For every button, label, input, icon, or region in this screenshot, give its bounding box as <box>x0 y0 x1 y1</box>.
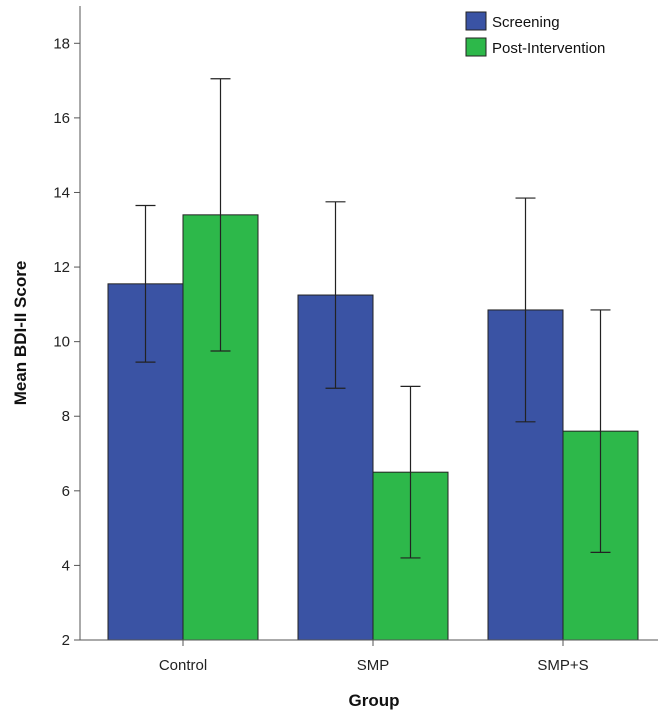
x-axis-ticks: Control SMP SMP+S <box>159 640 589 674</box>
error-bar <box>135 204 156 363</box>
y-tick-label: 6 <box>62 483 70 500</box>
bars-layer <box>107 214 639 641</box>
y-tick-label: 12 <box>53 259 70 276</box>
legend: Screening Post-Intervention <box>465 11 605 57</box>
error-bar <box>400 385 421 559</box>
error-bar <box>590 309 611 553</box>
error-bars-layer <box>135 78 611 559</box>
legend-swatch <box>465 11 487 31</box>
legend-label: Post-Intervention <box>492 40 605 57</box>
x-tick-label: SMP+S <box>537 657 588 674</box>
y-axis-title: Mean BDI-II Score <box>11 261 30 406</box>
error-bar <box>210 78 231 352</box>
error-bar <box>515 197 536 423</box>
legend-swatch <box>465 37 487 57</box>
x-tick-label: Control <box>159 657 207 674</box>
legend-label: Screening <box>492 14 560 31</box>
y-tick-label: 14 <box>53 184 70 201</box>
y-tick-label: 10 <box>53 334 70 351</box>
y-tick-label: 2 <box>62 632 70 649</box>
y-tick-label: 16 <box>53 110 70 127</box>
y-tick-label: 4 <box>62 557 70 574</box>
x-tick-label: SMP <box>357 657 390 674</box>
error-bar <box>325 201 346 389</box>
y-tick-label: 8 <box>62 408 70 425</box>
y-axis-ticks: 2 4 6 8 10 12 14 16 18 <box>53 35 80 649</box>
x-axis-title: Group <box>349 691 400 710</box>
y-tick-label: 18 <box>53 35 70 52</box>
